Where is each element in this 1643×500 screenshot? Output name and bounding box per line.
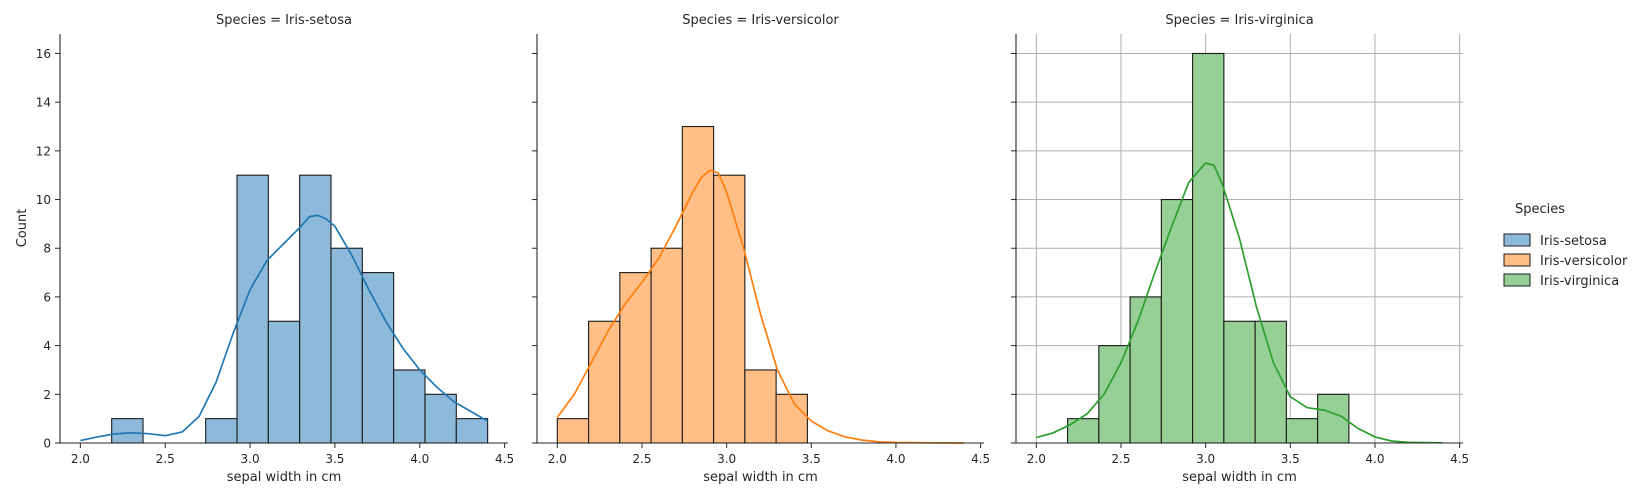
histogram-bar [681,125,715,444]
x-tick-label: 4.0 [1365,452,1384,466]
histogram-bar [111,418,144,444]
legend-swatch [1503,253,1531,267]
histogram-bar [650,247,683,444]
histogram-bar [1285,418,1319,444]
histogram-bar [393,369,426,444]
y-tick-label: 10 [36,193,51,207]
legend-swatch [1503,233,1531,247]
kde-curve [1036,162,1443,444]
x-tick-label: 4.5 [1450,452,1469,466]
panel-title: Species = Iris-versicolor [682,13,839,28]
histogram-bar [330,247,363,444]
x-tick-label: 3.5 [1281,452,1300,466]
facet-panel: 2.0 2.5 3.0 3.5 4.0 4.5 sepal width in cm Speci… [1011,13,1469,485]
histogram-bar [455,418,489,444]
x-tick-label: 3.5 [802,452,821,466]
x-tick-label: 4.5 [495,452,514,466]
x-tick-label: 3.5 [325,452,344,466]
histogram-bars [556,125,808,444]
x-tick-label: 3.0 [241,452,260,466]
histogram-bar [361,272,395,444]
panel-title: Species = Iris-setosa [216,13,352,28]
x-tick-label: 3.0 [1196,452,1215,466]
y-tick-label: 0 [43,437,51,451]
histogram-bar [1192,52,1225,444]
facet-panels: 0 2 4 6 8 10 12 14 16 2.0 2.5 3.0 3.5 4.0 4.5 sepal wid… [36,13,1469,485]
histogram-bar [1067,418,1100,444]
facet-panel: 0 2 4 6 8 10 12 14 16 2.0 2.5 3.0 3.5 4.0 4.5 sepal wid… [36,13,514,485]
y-tick-label: 2 [43,388,51,402]
histogram-bar [713,174,746,444]
legend: Species Iris-setosa Iris-versicolor Iris-v… [1503,202,1628,289]
x-tick-label: 2.5 [156,452,175,466]
facet-panel: 2.0 2.5 3.0 3.5 4.0 4.5 sepal width in cm Speci… [532,13,990,485]
x-tick-label: 2.0 [71,452,90,466]
y-axis-label: Count [15,209,30,248]
histogram-bar [1129,296,1162,444]
grid-lines [1016,34,1463,444]
legend-entries: Iris-setosa Iris-versicolor Iris-virginica [1503,233,1628,289]
x-axis-label: sepal width in cm [227,470,342,485]
histogram-bar [205,418,238,444]
histogram-bar [619,272,652,444]
histogram-bars [111,174,489,444]
histogram-bar [775,393,808,444]
kde-curve [80,214,489,442]
histogram-bar [1160,198,1194,444]
kde-curve [556,169,964,444]
histogram-bar [267,320,301,444]
histogram-bar [424,393,457,444]
legend-entry-label: Iris-virginica [1540,274,1619,289]
x-tick-label: 2.5 [632,452,651,466]
y-tick-label: 12 [36,144,51,158]
histogram-bar [299,174,332,444]
legend-swatch [1503,273,1531,287]
x-tick-label: 4.0 [410,452,429,466]
legend-entry-label: Iris-setosa [1540,234,1607,249]
y-tick-label: 14 [36,96,51,110]
y-tick-label: 4 [43,339,51,353]
histogram-bars [1067,52,1350,444]
x-tick-label: 2.5 [1111,452,1130,466]
y-tick-label: 6 [43,290,51,304]
x-tick-label: 4.0 [886,452,905,466]
x-tick-label: 2.0 [1027,452,1046,466]
panel-title: Species = Iris-virginica [1165,13,1313,28]
legend-entry-label: Iris-versicolor [1540,254,1628,269]
y-tick-label: 16 [36,47,51,61]
histogram-bar [744,369,777,444]
y-tick-label: 8 [43,242,51,256]
histogram-bar [1254,320,1287,444]
histogram-bar [1223,320,1256,444]
histogram-bar [556,418,590,444]
legend-title: Species [1515,202,1565,217]
x-axis-label: sepal width in cm [1182,470,1297,485]
x-tick-label: 3.0 [717,452,736,466]
x-tick-label: 2.0 [548,452,567,466]
x-tick-label: 4.5 [971,452,990,466]
x-axis-label: sepal width in cm [703,470,818,485]
